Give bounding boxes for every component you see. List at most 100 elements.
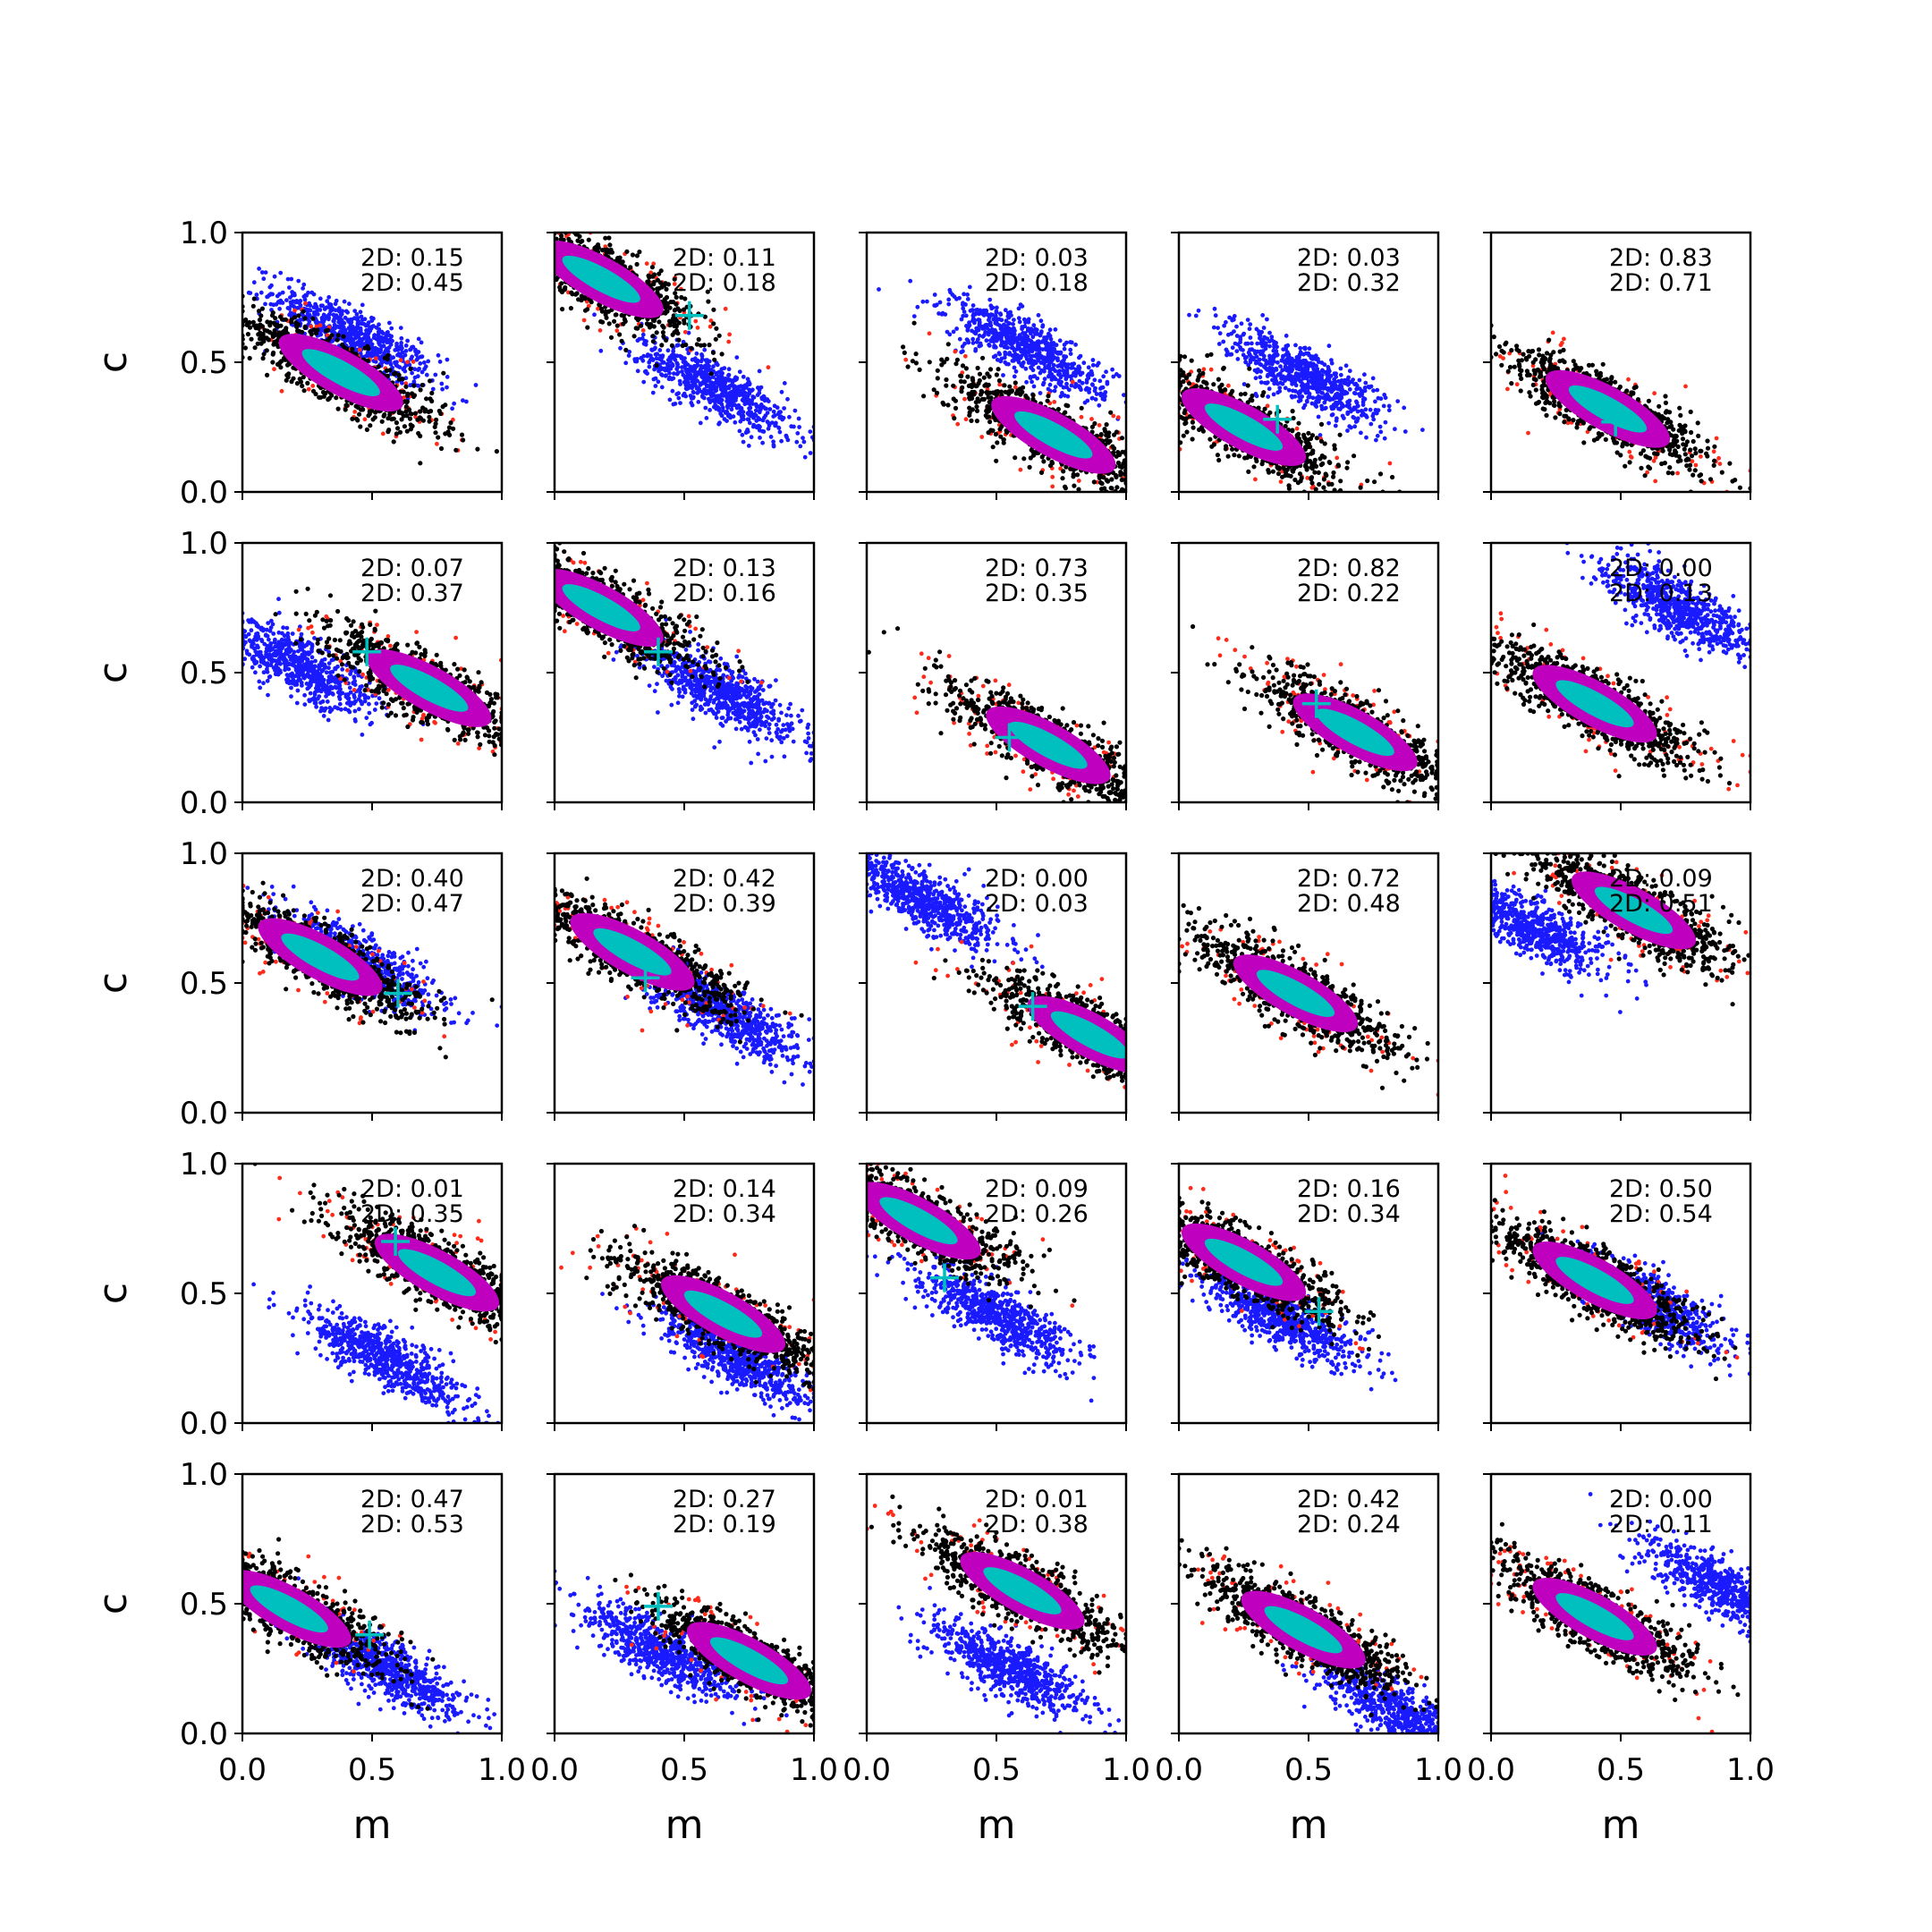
y-tick-label: 0.0 xyxy=(180,1096,228,1131)
alt-point-cloud xyxy=(251,1282,501,1423)
y-tick-label: 0.5 xyxy=(180,656,228,691)
panel-annotation: 2D: 0.39 xyxy=(673,890,776,918)
panel-annotation: 2D: 0.24 xyxy=(1297,1511,1401,1538)
core-region xyxy=(1555,1593,1634,1640)
core-region xyxy=(683,1290,763,1338)
panel-annotation: 2D: 0.27 xyxy=(673,1486,776,1513)
y-tick-label: 0.0 xyxy=(180,1716,228,1752)
y-tick-label: 1.0 xyxy=(180,216,228,251)
plot-area xyxy=(555,876,814,1087)
truth-marker xyxy=(1304,1297,1334,1326)
x-tick-label: 0.0 xyxy=(843,1752,891,1788)
y-tick-label: 1.0 xyxy=(180,1147,228,1182)
core-region xyxy=(879,1197,958,1245)
x-tick-label: 0.5 xyxy=(1597,1752,1645,1788)
core-region xyxy=(397,1249,477,1297)
x-tick-label: 1.0 xyxy=(478,1752,526,1788)
panel-annotation: 2D: 0.18 xyxy=(673,269,776,297)
truth-marker xyxy=(355,1620,385,1649)
plot-area xyxy=(559,1224,814,1422)
panel-annotation: 2D: 0.83 xyxy=(1609,244,1713,272)
core-region xyxy=(1555,680,1634,728)
plot-area xyxy=(867,1494,1126,1733)
panel-annotation: 2D: 0.73 xyxy=(985,555,1089,582)
x-axis-label: m xyxy=(353,1802,392,1848)
y-tick-label: 0.0 xyxy=(180,785,228,821)
plot-area xyxy=(242,586,502,758)
truth-marker xyxy=(930,1263,959,1292)
y-tick-label: 1.0 xyxy=(180,526,228,562)
panel-annotation: 2D: 0.03 xyxy=(1297,244,1401,272)
panel-annotation: 2D: 0.16 xyxy=(673,580,776,607)
x-axis-label: m xyxy=(1290,1802,1328,1848)
x-tick-label: 0.0 xyxy=(530,1752,579,1788)
panel-annotation: 2D: 0.15 xyxy=(360,244,464,272)
panel-annotation: 2D: 0.47 xyxy=(360,1486,464,1513)
core-region xyxy=(562,255,640,303)
plot-area xyxy=(242,267,499,466)
panel-annotation: 2D: 0.42 xyxy=(673,865,776,893)
panel-annotation: 2D: 0.03 xyxy=(985,890,1089,918)
panel-annotation: 2D: 0.45 xyxy=(360,269,464,297)
plot-area xyxy=(1179,1185,1398,1392)
plot-area xyxy=(867,1164,1097,1403)
core-region xyxy=(250,1585,328,1633)
panel-annotation: 2D: 0.82 xyxy=(1297,555,1401,582)
x-tick-label: 0.5 xyxy=(660,1752,708,1788)
panel-annotation: 2D: 0.71 xyxy=(1609,269,1713,297)
y-axis-label: c xyxy=(90,972,136,994)
panel-annotation: 2D: 0.11 xyxy=(673,244,776,272)
plot-area xyxy=(867,626,1126,802)
y-tick-label: 0.5 xyxy=(180,345,228,381)
alt-point-cloud xyxy=(1491,878,1648,1014)
panel-annotation: 2D: 0.48 xyxy=(1297,890,1401,918)
panel-annotation: 2D: 0.01 xyxy=(985,1486,1089,1513)
core-region xyxy=(390,665,469,712)
panel-annotation: 2D: 0.53 xyxy=(360,1511,464,1538)
x-tick-label: 0.5 xyxy=(972,1752,1021,1788)
plot-area xyxy=(251,1164,502,1423)
x-tick-label: 0.0 xyxy=(1467,1752,1515,1788)
plot-area xyxy=(1179,306,1425,492)
plot-area xyxy=(555,543,814,766)
core-region xyxy=(1014,411,1093,459)
core-region xyxy=(983,1567,1062,1614)
plot-area xyxy=(867,853,1126,1089)
panel-annotation: 2D: 0.54 xyxy=(1609,1200,1713,1228)
y-axis-label: c xyxy=(90,662,136,683)
truth-marker xyxy=(1301,689,1331,718)
core-region xyxy=(1256,970,1335,1017)
truth-marker xyxy=(644,637,673,666)
plot-area xyxy=(242,1537,496,1733)
x-tick-label: 1.0 xyxy=(1414,1752,1462,1788)
y-axis-label: c xyxy=(90,1593,136,1614)
plot-area xyxy=(877,278,1126,492)
truth-marker xyxy=(381,1227,411,1256)
plot-area xyxy=(242,880,502,1060)
truth-marker xyxy=(352,637,382,666)
plot-area xyxy=(1491,1174,1750,1382)
x-tick-label: 0.0 xyxy=(1155,1752,1203,1788)
panel-annotation: 2D: 0.37 xyxy=(360,580,464,607)
x-tick-label: 0.5 xyxy=(348,1752,396,1788)
x-axis-label: m xyxy=(978,1802,1016,1848)
alt-point-cloud xyxy=(1187,306,1425,443)
core-region xyxy=(1009,721,1088,769)
plot-area xyxy=(1191,623,1438,802)
panel-annotation: 2D: 0.14 xyxy=(673,1175,776,1203)
plot-area xyxy=(1179,902,1438,1097)
x-axis-label: m xyxy=(665,1802,704,1848)
